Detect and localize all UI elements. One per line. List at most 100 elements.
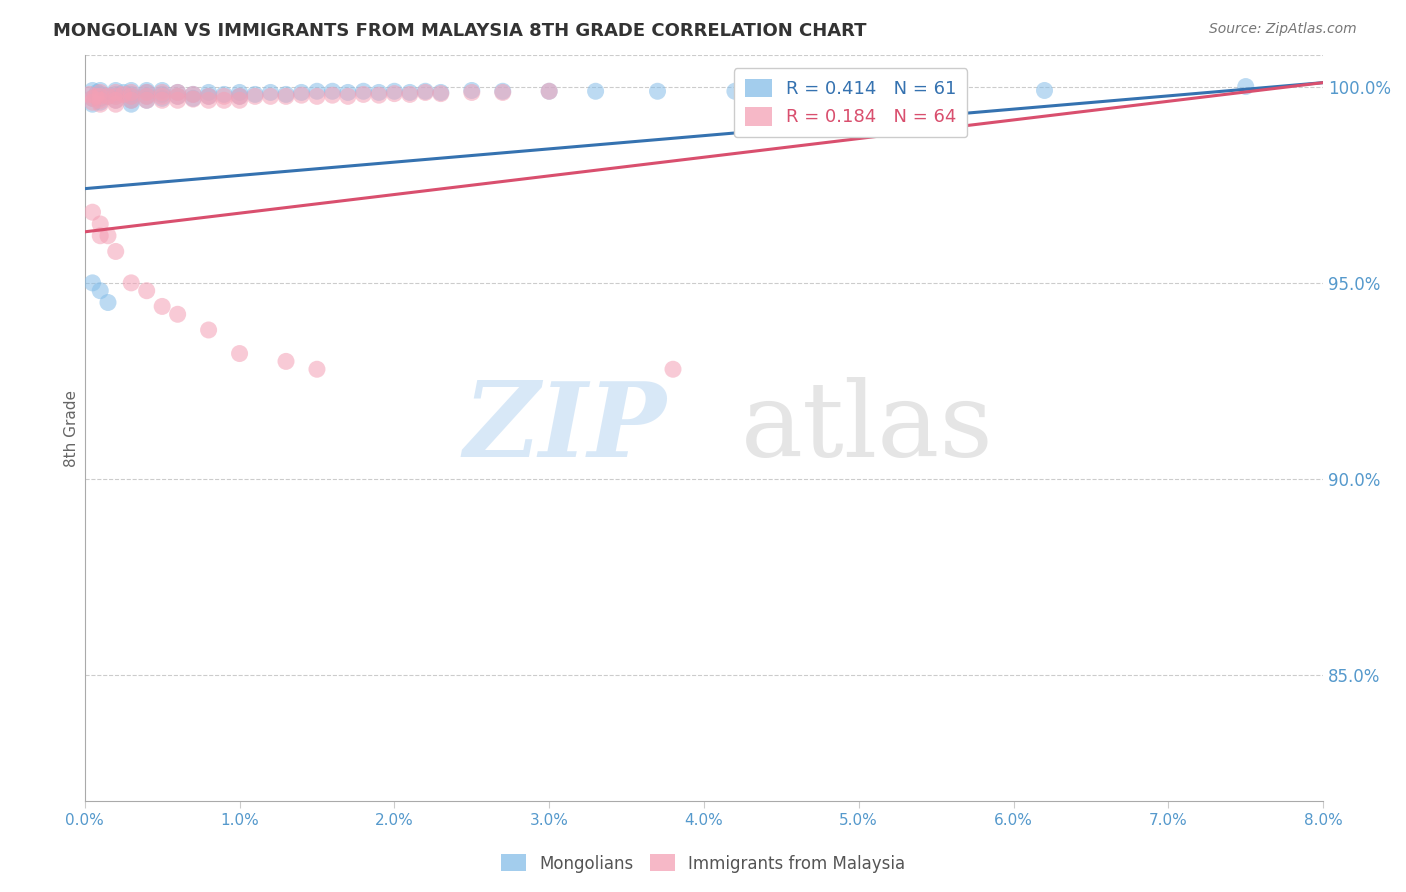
Point — [398, 87, 420, 102]
Point — [150, 93, 173, 107]
Point — [150, 83, 173, 97]
Point — [86, 86, 108, 100]
Point — [430, 86, 453, 100]
Point — [89, 228, 111, 243]
Point — [89, 86, 111, 100]
Point — [120, 97, 142, 112]
Point — [82, 97, 104, 112]
Point — [135, 89, 157, 103]
Point — [120, 87, 142, 102]
Point — [135, 89, 157, 103]
Point — [97, 228, 120, 243]
Point — [120, 93, 142, 107]
Point — [166, 86, 188, 100]
Point — [305, 362, 328, 376]
Point — [104, 93, 127, 107]
Point — [150, 86, 173, 100]
Point — [112, 86, 135, 100]
Point — [82, 95, 104, 110]
Point — [120, 86, 142, 100]
Point — [89, 97, 111, 112]
Point — [104, 87, 127, 102]
Point — [1234, 79, 1257, 94]
Point — [415, 86, 437, 100]
Point — [336, 89, 359, 103]
Point — [367, 88, 389, 103]
Point — [415, 84, 437, 98]
Point — [352, 87, 374, 102]
Point — [104, 89, 127, 103]
Point — [461, 83, 484, 97]
Point — [212, 89, 235, 103]
Point — [135, 93, 157, 107]
Point — [197, 93, 219, 107]
Point — [150, 87, 173, 102]
Point — [120, 276, 142, 290]
Point — [112, 87, 135, 102]
Point — [925, 83, 948, 97]
Point — [336, 86, 359, 100]
Point — [181, 87, 204, 102]
Point — [228, 93, 250, 107]
Point — [181, 91, 204, 105]
Point — [89, 87, 111, 102]
Point — [585, 84, 607, 98]
Point — [197, 86, 219, 100]
Point — [120, 89, 142, 103]
Point — [97, 89, 120, 103]
Point — [150, 89, 173, 103]
Text: atlas: atlas — [741, 377, 994, 479]
Point — [228, 86, 250, 100]
Point — [120, 93, 142, 107]
Point — [290, 88, 312, 103]
Point — [89, 91, 111, 105]
Point — [228, 89, 250, 103]
Point — [89, 83, 111, 97]
Point — [305, 84, 328, 98]
Point — [97, 89, 120, 103]
Point — [166, 89, 188, 103]
Point — [274, 354, 297, 368]
Point — [290, 86, 312, 100]
Point — [135, 93, 157, 107]
Point — [135, 83, 157, 97]
Y-axis label: 8th Grade: 8th Grade — [65, 390, 79, 467]
Point — [461, 86, 484, 100]
Point — [104, 89, 127, 103]
Point — [724, 84, 747, 98]
Point — [89, 284, 111, 298]
Point — [259, 86, 281, 100]
Point — [228, 89, 250, 103]
Text: Source: ZipAtlas.com: Source: ZipAtlas.com — [1209, 22, 1357, 37]
Point — [150, 300, 173, 314]
Point — [382, 87, 405, 101]
Point — [181, 92, 204, 106]
Point — [104, 93, 127, 107]
Point — [89, 93, 111, 107]
Point — [274, 89, 297, 103]
Point — [79, 87, 101, 102]
Point — [382, 84, 405, 98]
Point — [662, 362, 685, 376]
Point — [82, 83, 104, 97]
Point — [259, 89, 281, 103]
Point — [104, 83, 127, 97]
Point — [274, 87, 297, 102]
Point — [352, 84, 374, 98]
Point — [848, 83, 870, 97]
Point — [212, 87, 235, 102]
Text: ZIP: ZIP — [464, 377, 666, 479]
Point — [243, 87, 266, 102]
Point — [181, 87, 204, 102]
Text: MONGOLIAN VS IMMIGRANTS FROM MALAYSIA 8TH GRADE CORRELATION CHART: MONGOLIAN VS IMMIGRANTS FROM MALAYSIA 8T… — [53, 22, 868, 40]
Point — [492, 84, 515, 98]
Point — [228, 346, 250, 360]
Point — [212, 93, 235, 107]
Point — [82, 91, 104, 105]
Point — [135, 86, 157, 100]
Point — [166, 93, 188, 107]
Point — [430, 87, 453, 101]
Point — [89, 95, 111, 110]
Point — [135, 284, 157, 298]
Point — [197, 89, 219, 103]
